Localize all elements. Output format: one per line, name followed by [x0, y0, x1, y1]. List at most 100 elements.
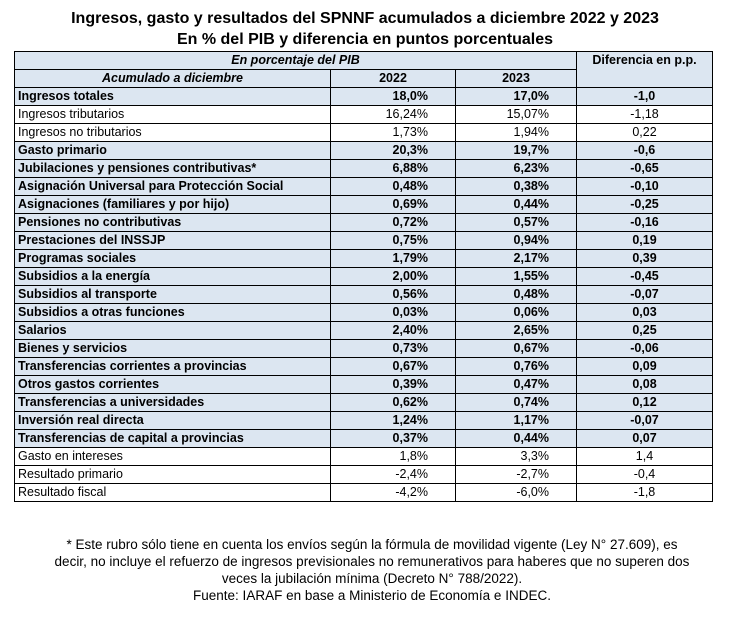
value-diff: 0,22 — [576, 123, 713, 142]
row-label: Programas sociales — [14, 249, 331, 268]
table-row: Gasto en intereses 1,8% 3,3% 1,4 — [14, 447, 713, 466]
footnote: * Este rubro sólo tiene en cuenta los en… — [14, 536, 730, 604]
table-row: Inversión real directa 1,24% 1,17% -0,07 — [14, 411, 713, 430]
table-row: Subsidios a otras funciones 0,03% 0,06% 0,0… — [14, 303, 713, 322]
value-diff: 0,09 — [576, 357, 713, 376]
data-table: En porcentaje del PIB Diferencia en p.p.… — [14, 51, 713, 502]
value-2022: 0,67% — [330, 357, 456, 376]
value-diff: -0,07 — [576, 411, 713, 430]
value-diff: 0,07 — [576, 429, 713, 448]
table-row: Subsidios a la energía 2,00% 1,55% -0,45 — [14, 267, 713, 286]
table-row: Pensiones no contributivas 0,72% 0,57% -0,1… — [14, 213, 713, 232]
unit-label: En porcentaje del PIB — [14, 51, 577, 70]
value-2023: 2,17% — [455, 249, 577, 268]
value-2022: 1,24% — [330, 411, 456, 430]
value-diff: -0,65 — [576, 159, 713, 178]
value-2022: 0,37% — [330, 429, 456, 448]
value-diff: -0,6 — [576, 141, 713, 160]
value-2022: 0,72% — [330, 213, 456, 232]
chart-subtitle: En % del PIB y diferencia en puntos porc… — [176, 31, 554, 48]
year-2023-header: 2023 — [455, 69, 577, 88]
value-2022: 0,62% — [330, 393, 456, 412]
value-2023: -6,0% — [455, 483, 577, 502]
table-row: Subsidios al transporte 0,56% 0,48% -0,07 — [14, 285, 713, 304]
table-row: Ingresos tributarios 16,24% 15,07% -1,18 — [14, 105, 713, 124]
value-diff: -0,07 — [576, 285, 713, 304]
diff-column-header: Diferencia en p.p. — [576, 51, 713, 88]
value-2022: 20,3% — [330, 141, 456, 160]
table-row: Jubilaciones y pensiones contributivas* 6… — [14, 159, 713, 178]
source-note: Fuente: IARAF en base a Ministerio de Ec… — [193, 588, 551, 603]
value-diff: 0,12 — [576, 393, 713, 412]
value-diff: -0,16 — [576, 213, 713, 232]
value-2023: 0,67% — [455, 339, 577, 358]
value-2023: 0,44% — [455, 429, 577, 448]
value-2022: 2,00% — [330, 267, 456, 286]
table-row: Asignaciones (familiares y por hijo) 0,69… — [14, 195, 713, 214]
chart-title: Ingresos, gasto y resultados del SPNNF a… — [71, 10, 659, 27]
value-2023: 2,65% — [455, 321, 577, 340]
value-2022: 0,39% — [330, 375, 456, 394]
value-diff: 0,08 — [576, 375, 713, 394]
value-2023: 0,48% — [455, 285, 577, 304]
row-label: Transferencias corrientes a provincias — [14, 357, 331, 376]
value-2023: 0,76% — [455, 357, 577, 376]
value-diff: -0,25 — [576, 195, 713, 214]
value-diff: -1,18 — [576, 105, 713, 124]
value-diff: 0,03 — [576, 303, 713, 322]
value-2023: 0,06% — [455, 303, 577, 322]
footnote-line-3: veces la jubilación mínima (Decreto N° 7… — [221, 571, 523, 586]
value-2023: 0,57% — [455, 213, 577, 232]
value-2023: -2,7% — [455, 465, 577, 484]
value-2023: 0,38% — [455, 177, 577, 196]
table-row: Bienes y servicios 0,73% 0,67% -0,06 — [14, 339, 713, 358]
value-2022: 1,8% — [330, 447, 456, 466]
table-row: Transferencias a universidades 0,62% 0,74%… — [14, 393, 713, 412]
value-2023: 0,47% — [455, 375, 577, 394]
table-row: Transferencias corrientes a provincias 0,… — [14, 357, 713, 376]
value-2023: 0,94% — [455, 231, 577, 250]
value-2022: 6,88% — [330, 159, 456, 178]
value-diff: 0,25 — [576, 321, 713, 340]
row-label: Resultado primario — [14, 465, 331, 484]
table-header: En porcentaje del PIB Diferencia en p.p.… — [14, 51, 713, 88]
value-2022: 0,48% — [330, 177, 456, 196]
footnote-line-1: * Este rubro sólo tiene en cuenta los en… — [66, 537, 678, 552]
table-row: Resultado primario -2,4% -2,7% -0,4 — [14, 465, 713, 484]
row-label: Resultado fiscal — [14, 483, 331, 502]
row-label: Asignaciones (familiares y por hijo) — [14, 195, 331, 214]
row-label: Pensiones no contributivas — [14, 213, 331, 232]
value-2022: 16,24% — [330, 105, 456, 124]
table-row: Gasto primario 20,3% 19,7% -0,6 — [14, 141, 713, 160]
value-2023: 17,0% — [455, 87, 577, 106]
row-label: Ingresos no tributarios — [14, 123, 331, 142]
value-2022: 0,69% — [330, 195, 456, 214]
value-2023: 1,94% — [455, 123, 577, 142]
value-diff: -1,0 — [576, 87, 713, 106]
value-diff: -0,10 — [576, 177, 713, 196]
table-row: Prestaciones del INSSJP 0,75% 0,94% 0,19 — [14, 231, 713, 250]
value-2023: 3,3% — [455, 447, 577, 466]
value-2022: -2,4% — [330, 465, 456, 484]
value-2022: 0,56% — [330, 285, 456, 304]
table-row: Salarios 2,40% 2,65% 0,25 — [14, 321, 713, 340]
row-label: Subsidios a la energía — [14, 267, 331, 286]
value-diff: -0,45 — [576, 267, 713, 286]
value-2022: 1,79% — [330, 249, 456, 268]
value-2023: 0,74% — [455, 393, 577, 412]
table-body: Ingresos totales 18,0% 17,0% -1,0 Ingresos t… — [14, 87, 713, 502]
value-2022: 18,0% — [330, 87, 456, 106]
value-2023: 19,7% — [455, 141, 577, 160]
value-2022: 0,73% — [330, 339, 456, 358]
table-row: Resultado fiscal -4,2% -6,0% -1,8 — [14, 483, 713, 502]
row-label: Subsidios al transporte — [14, 285, 331, 304]
value-2022: 0,75% — [330, 231, 456, 250]
value-2023: 15,07% — [455, 105, 577, 124]
value-2023: 0,44% — [455, 195, 577, 214]
value-diff: -0,06 — [576, 339, 713, 358]
value-diff: -0,4 — [576, 465, 713, 484]
row-label: Prestaciones del INSSJP — [14, 231, 331, 250]
row-label: Salarios — [14, 321, 331, 340]
value-2022: 1,73% — [330, 123, 456, 142]
table-row: Ingresos no tributarios 1,73% 1,94% 0,22 — [14, 123, 713, 142]
